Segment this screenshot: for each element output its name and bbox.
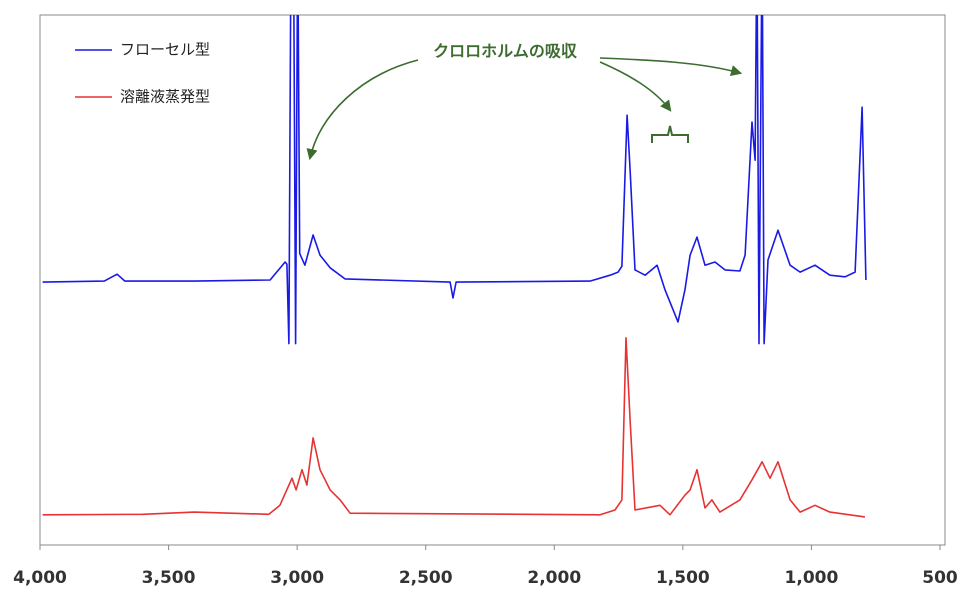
annotation-arrows (306, 57, 743, 161)
plot-area (42, 15, 867, 518)
annotation: クロロホルムの吸収 (433, 42, 578, 61)
x-tick-label: 3,500 (142, 568, 196, 588)
x-tick-label: 500 (922, 568, 958, 588)
plot-frame (39, 14, 946, 546)
spectrum-line (42, 336, 866, 518)
legend-label: フローセル型 (120, 41, 210, 59)
x-tick-label: 1,500 (656, 568, 710, 588)
x-tick-label: 4,000 (13, 568, 67, 588)
x-tick-label: 2,500 (399, 568, 453, 588)
x-tick-label: 2,000 (527, 568, 581, 588)
spectrum-line (42, 15, 867, 345)
x-tick-label: 1,000 (785, 568, 839, 588)
x-tick-label: 3,000 (270, 568, 324, 588)
legend-label: 溶離液蒸発型 (120, 88, 210, 106)
